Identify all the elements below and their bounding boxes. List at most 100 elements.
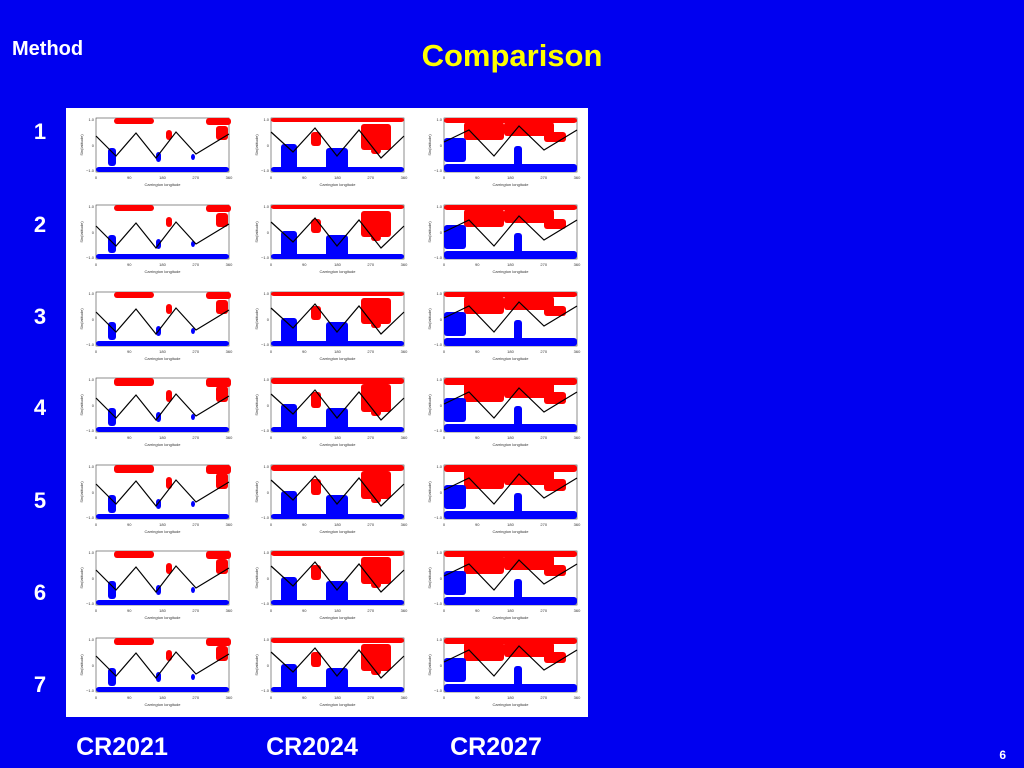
map-frame [95, 204, 230, 260]
negative-polarity-region [444, 398, 466, 422]
y-tick-label: 0 [92, 663, 95, 668]
x-axis-label: Carrington longitude [319, 442, 356, 447]
x-tick-label: 90 [475, 175, 480, 180]
y-tick-label: −1.0 [86, 255, 95, 260]
x-tick-label: 360 [574, 262, 581, 267]
positive-polarity-region [166, 130, 172, 140]
map-frame [95, 550, 230, 606]
neutral-line [95, 307, 230, 335]
positive-polarity-region [464, 382, 504, 402]
x-tick-label: 90 [302, 522, 307, 527]
y-axis-label: Sin(latitude) [254, 654, 259, 676]
x-tick-label: 0 [95, 522, 98, 527]
y-axis-label: Sin(latitude) [254, 394, 259, 416]
x-tick-label: 0 [443, 349, 446, 354]
negative-polarity-region [108, 148, 116, 166]
x-tick-label: 360 [401, 262, 408, 267]
x-tick-label: 90 [127, 262, 132, 267]
x-axis-label: Carrington longitude [319, 529, 356, 534]
x-tick-label: 0 [270, 262, 273, 267]
y-axis-label: Sin(latitude) [254, 481, 259, 503]
x-axis-label: Carrington longitude [144, 702, 181, 707]
y-tick-label: −1.0 [261, 342, 270, 347]
positive-polarity-region [166, 563, 172, 574]
y-tick-label: 0 [440, 230, 443, 235]
x-tick-label: 0 [95, 175, 98, 180]
x-axis-label: Carrington longitude [144, 442, 181, 447]
y-tick-label: 0 [267, 490, 270, 495]
y-tick-label: −1.0 [434, 255, 443, 260]
y-tick-label: 0 [267, 230, 270, 235]
neutral-line [443, 559, 578, 591]
x-tick-label: 90 [302, 262, 307, 267]
positive-polarity-region [361, 384, 391, 412]
negative-polarity-region [191, 154, 195, 160]
x-tick-label: 0 [95, 349, 98, 354]
x-tick-label: 0 [270, 435, 273, 440]
y-tick-label: 0 [440, 403, 443, 408]
y-tick-label: 1.0 [436, 291, 442, 296]
x-axis-label: Carrington longitude [319, 615, 356, 620]
y-tick-label: 0 [440, 317, 443, 322]
y-tick-label: 0 [92, 576, 95, 581]
y-axis-label: Sin(latitude) [79, 567, 84, 589]
x-tick-label: 90 [475, 608, 480, 613]
neutral-line [270, 389, 405, 421]
negative-polarity-region [281, 231, 297, 259]
x-tick-label: 180 [334, 262, 341, 267]
negative-polarity-region [326, 581, 348, 605]
x-tick-label: 0 [95, 262, 98, 267]
neutral-line [443, 387, 578, 419]
x-tick-label: 180 [159, 349, 166, 354]
y-tick-label: 1.0 [88, 204, 94, 209]
x-axis-label: Carrington longitude [492, 269, 529, 274]
y-tick-label: 1.0 [263, 377, 269, 382]
x-tick-label: 90 [127, 695, 132, 700]
y-tick-label: 1.0 [436, 637, 442, 642]
negative-polarity-region [444, 251, 577, 259]
positive-polarity-region [216, 300, 228, 314]
positive-polarity-region [271, 638, 404, 643]
x-tick-label: 360 [226, 349, 233, 354]
negative-polarity-region [444, 164, 577, 172]
x-tick-label: 0 [95, 435, 98, 440]
positive-polarity-region [114, 378, 154, 386]
negative-polarity-region [444, 511, 577, 519]
x-tick-label: 0 [270, 349, 273, 354]
neutral-line [95, 651, 230, 679]
column-label-cr2021: CR2021 [76, 733, 168, 761]
positive-polarity-region [544, 219, 566, 229]
y-tick-label: 0 [92, 230, 95, 235]
negative-polarity-region [191, 414, 195, 420]
x-axis-label: Carrington longitude [144, 182, 181, 187]
x-tick-label: 270 [540, 349, 547, 354]
x-tick-label: 90 [127, 349, 132, 354]
y-tick-label: −1.0 [86, 342, 95, 347]
y-axis-label: Sin(latitude) [79, 481, 84, 503]
neutral-line [270, 127, 405, 159]
neutral-line [443, 645, 578, 677]
x-tick-label: 180 [507, 695, 514, 700]
x-tick-label: 360 [226, 695, 233, 700]
y-axis-label: Sin(latitude) [427, 308, 432, 330]
positive-polarity-region [114, 465, 154, 473]
y-axis-label: Sin(latitude) [427, 221, 432, 243]
positive-polarity-region [216, 213, 228, 227]
negative-polarity-region [271, 427, 404, 432]
x-tick-label: 360 [574, 522, 581, 527]
x-tick-label: 270 [367, 175, 374, 180]
y-tick-label: −1.0 [261, 255, 270, 260]
neutral-line [443, 215, 578, 247]
negative-polarity-region [96, 341, 229, 346]
x-tick-label: 270 [367, 695, 374, 700]
y-tick-label: −1.0 [261, 168, 270, 173]
row-label-5: 5 [33, 488, 47, 513]
x-tick-label: 180 [159, 608, 166, 613]
y-tick-label: 1.0 [88, 291, 94, 296]
positive-polarity-region [504, 642, 554, 657]
x-tick-label: 270 [540, 608, 547, 613]
